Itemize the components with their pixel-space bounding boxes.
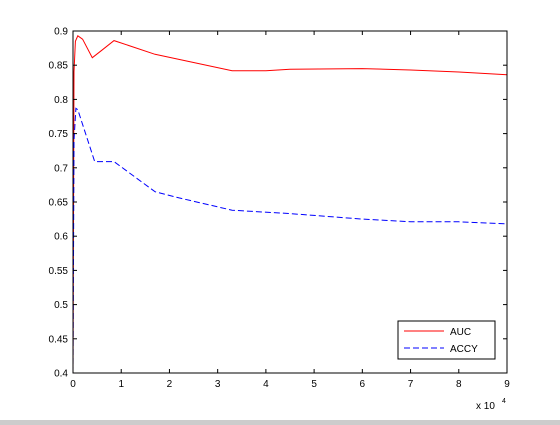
series-line-auc (72, 35, 508, 374)
x-ticks: 0 1 2 3 4 5 6 7 8 9 (70, 31, 510, 390)
y-tick-label: 0.45 (49, 334, 69, 345)
y-tick-label: 0.85 (49, 61, 69, 72)
legend-box (397, 320, 496, 360)
x-tick-label: 2 (167, 379, 173, 390)
series-line-accy (72, 107, 508, 374)
x-tick-label: 8 (456, 379, 462, 390)
x-tick-label: 7 (408, 379, 414, 390)
y-tick-label: 0.8 (54, 95, 68, 106)
legend-label-auc: AUC (450, 327, 471, 338)
x-tick-label: 5 (311, 379, 317, 390)
x-tick-label: 1 (118, 379, 124, 390)
x-tick-label: 9 (504, 379, 510, 390)
legend: AUC ACCY (397, 320, 496, 360)
y-tick-label: 0.9 (54, 27, 68, 38)
x-tick-label: 4 (263, 379, 269, 390)
plot-area (73, 31, 507, 373)
x-exponent-power: 4 (502, 398, 506, 405)
y-ticks: 0.4 0.45 0.5 0.55 0.6 0.65 0.7 0.75 0.8 0.85 0.9 (49, 27, 507, 380)
y-tick-label: 0.65 (49, 198, 69, 209)
x-exponent-label: x 10 4 (476, 398, 506, 412)
y-tick-label: 0.4 (54, 369, 68, 380)
x-exponent-base: x 10 (476, 401, 495, 412)
y-tick-label: 0.55 (49, 266, 69, 277)
x-tick-label: 6 (360, 379, 366, 390)
x-tick-label: 3 (215, 379, 221, 390)
y-tick-label: 0.5 (54, 300, 68, 311)
y-tick-label: 0.6 (54, 232, 68, 243)
y-tick-label: 0.7 (54, 163, 68, 174)
series-layer (72, 35, 508, 374)
legend-label-accy: ACCY (450, 344, 478, 355)
y-tick-label: 0.75 (49, 129, 69, 140)
x-tick-label: 0 (70, 379, 76, 390)
